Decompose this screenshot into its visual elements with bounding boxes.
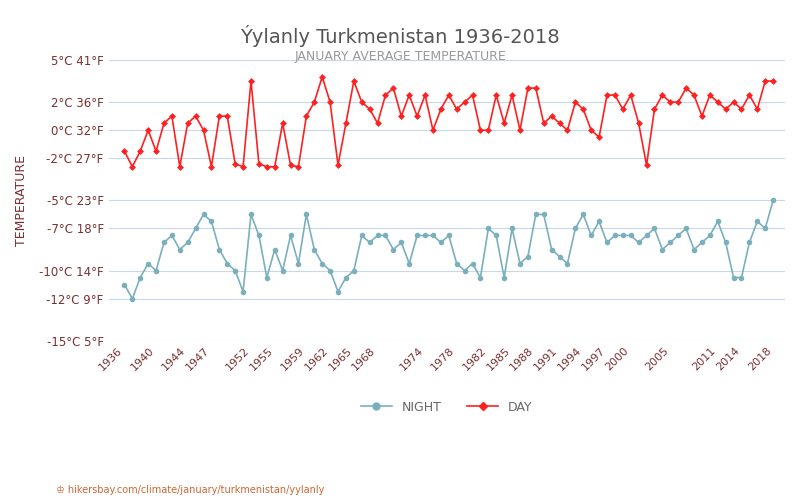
- Text: ♔ hikersbay.com/climate/january/turkmenistan/yylanly: ♔ hikersbay.com/climate/january/turkmeni…: [56, 485, 324, 495]
- Text: Ýylanly Turkmenistan 1936-2018: Ýylanly Turkmenistan 1936-2018: [240, 25, 560, 47]
- Y-axis label: TEMPERATURE: TEMPERATURE: [15, 155, 28, 246]
- Text: JANUARY AVERAGE TEMPERATURE: JANUARY AVERAGE TEMPERATURE: [294, 50, 506, 63]
- Legend: NIGHT, DAY: NIGHT, DAY: [356, 396, 538, 418]
